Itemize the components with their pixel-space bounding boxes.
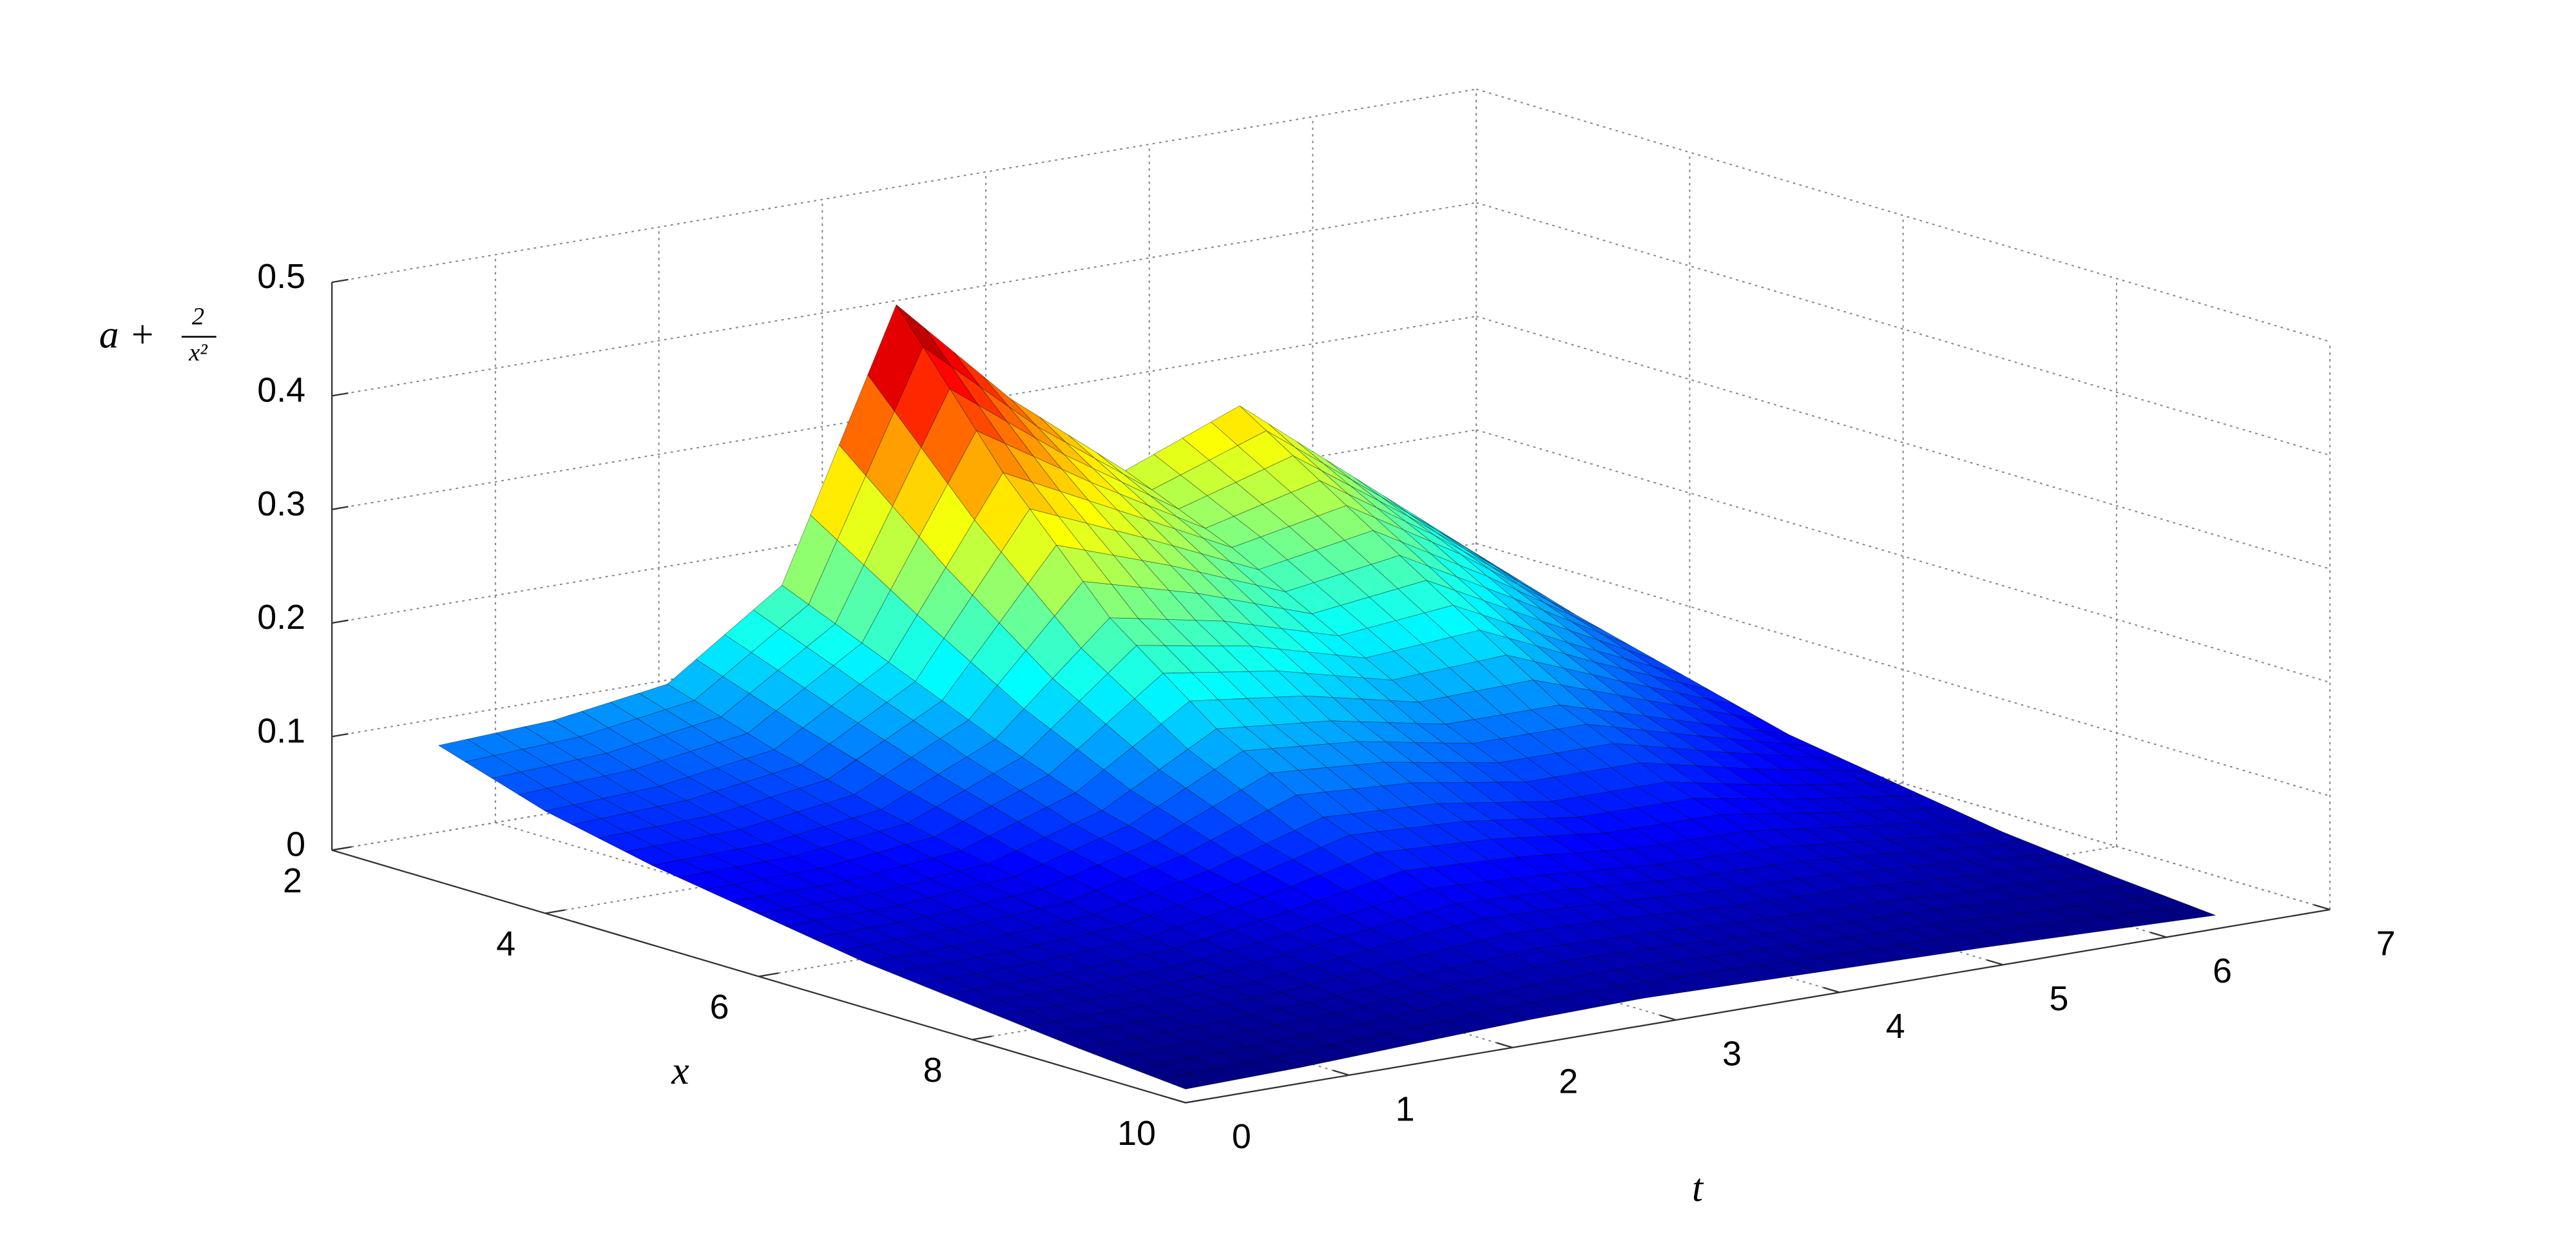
- z-tick: [331, 733, 349, 738]
- grid-line: [1475, 429, 2331, 684]
- grid-line: [1475, 656, 2331, 910]
- z-tick: [331, 506, 349, 510]
- x-axis-line: [331, 849, 1186, 1104]
- grid-line: [1475, 542, 2331, 797]
- z-tick-label: 0: [286, 825, 305, 864]
- x-tick-label: 10: [1117, 1114, 1156, 1153]
- z-label-main: a +: [99, 312, 156, 356]
- grid-line: [331, 202, 1477, 397]
- z-tick: [331, 278, 349, 283]
- axes: 0 0.1 0.2 0.3 0.4 0.5 2 4 6 8 10 0 1 2 3 4 5 6 7: [257, 257, 2396, 1156]
- t-tick-label: 3: [1722, 1035, 1742, 1073]
- t-tick-label: 7: [2376, 924, 2396, 963]
- x-axis-label: x: [671, 1049, 689, 1093]
- z-tick-label: 0.4: [257, 371, 305, 410]
- t-tick: [1986, 959, 2004, 966]
- x-tick-label: 6: [710, 988, 729, 1026]
- t-tick-label: 4: [1886, 1007, 1905, 1046]
- grid-line: [331, 429, 1477, 624]
- grid-line: [1475, 315, 2331, 570]
- t-tick: [1660, 1014, 1677, 1021]
- grid-line: [1475, 88, 2331, 343]
- x-tick: [758, 972, 779, 977]
- t-axis-label: t: [1692, 1166, 1704, 1210]
- t-tick: [1332, 1070, 1350, 1076]
- t-tick-label: 0: [1232, 1117, 1251, 1156]
- x-tick-label: 8: [923, 1051, 943, 1090]
- z-tick-label: 0.2: [257, 598, 305, 637]
- z-tick-label: 0.5: [257, 257, 305, 296]
- grid-line: [331, 542, 1477, 738]
- x-tick-label: 4: [496, 925, 515, 963]
- t-tick: [1823, 986, 1840, 994]
- grid-line: [1475, 202, 2331, 456]
- t-axis-line: [1185, 908, 2331, 1104]
- x-tick: [972, 1035, 992, 1041]
- z-tick-label: 0.3: [257, 485, 305, 523]
- t-tick-label: 1: [1396, 1090, 1415, 1128]
- z-tick: [331, 392, 349, 397]
- grid-line: [331, 656, 1477, 851]
- x-tick-label: 2: [283, 861, 302, 900]
- t-tick-label: 5: [2049, 979, 2068, 1018]
- t-tick: [1496, 1042, 1513, 1048]
- grid-line: [331, 315, 1477, 510]
- x-tick: [331, 846, 352, 851]
- t-tick-label: 6: [2213, 952, 2232, 990]
- grid-line: [331, 88, 1477, 283]
- t-tick: [2313, 904, 2331, 910]
- z-axis-label: a + 2 x²: [99, 303, 216, 367]
- t-tick-label: 2: [1559, 1062, 1578, 1100]
- x-tick: [1185, 1099, 1206, 1104]
- z-tick-label: 0.1: [257, 711, 305, 750]
- surface: [437, 304, 2216, 1090]
- z-label-denominator: x²: [188, 340, 208, 367]
- z-tick: [331, 619, 349, 624]
- z-label-numerator: 2: [192, 303, 204, 330]
- surface-patch: [1158, 1073, 1215, 1090]
- t-tick: [1169, 1097, 1186, 1104]
- x-tick: [545, 909, 566, 914]
- t-tick: [2150, 932, 2167, 938]
